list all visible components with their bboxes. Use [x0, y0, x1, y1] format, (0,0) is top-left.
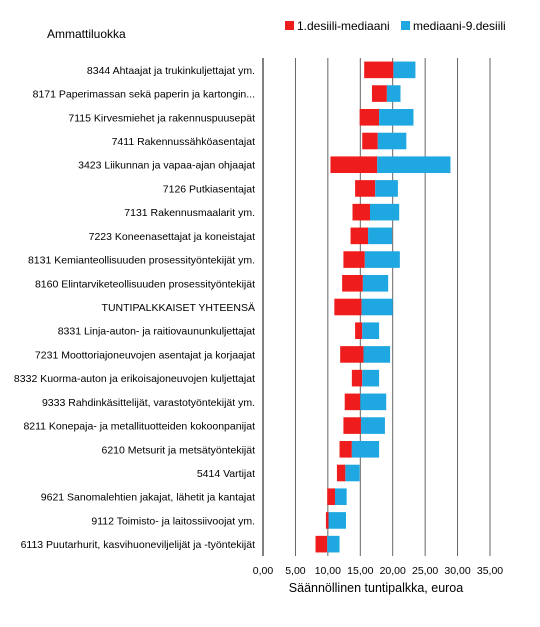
bar-segment-series-1 — [340, 346, 364, 363]
category-label: 9112 Toimisto- ja laitossiivoojat ym. — [91, 515, 255, 527]
category-label: 7231 Moottoriajoneuvojen asentajat ja ko… — [35, 349, 255, 361]
bar-segment-series-1 — [359, 108, 380, 126]
category-label: 8332 Kuorma-auton ja erikoisajoneuvojen … — [14, 373, 255, 385]
category-label: 7131 Rakennusmaalarit ym. — [124, 207, 255, 219]
category-label: 7115 Kirvesmiehet ja rakennuspuusepät — [68, 112, 255, 124]
bar-segment-series-1 — [364, 61, 394, 79]
bar-segment-series-1 — [315, 535, 328, 553]
bar-segment-series-1 — [350, 227, 369, 245]
bar-segment-series-1 — [343, 251, 365, 268]
category-labels: 8344 Ahtaajat ja trukinkuljettajat ym. 81… — [14, 65, 255, 551]
x-tick-label: 5,00 — [285, 565, 306, 577]
legend-swatch-series-1 — [285, 21, 294, 30]
legend-swatch-series-2 — [401, 21, 410, 30]
category-label: 3423 Liikunnan ja vapaa-ajan ohjaajat — [78, 160, 255, 172]
bar-segment-series-2 — [377, 156, 451, 174]
bar-segment-series-1 — [344, 393, 361, 411]
bar-segment-series-1 — [342, 274, 363, 292]
x-tick-label: 25,00 — [412, 565, 438, 577]
x-tick-label: 30,00 — [444, 565, 470, 577]
bar-segment-series-1 — [334, 298, 362, 316]
bar-segment-series-2 — [377, 132, 407, 150]
category-label: 9333 Rahdinkäsittelijät, varastotyönteki… — [42, 397, 255, 409]
category-label: 8344 Ahtaajat ja trukinkuljettajat ym. — [87, 65, 255, 77]
bar-segment-series-2 — [375, 180, 398, 197]
bar-segment-series-1 — [325, 512, 329, 529]
category-label: 7411 Rakennussähköasentajat — [112, 136, 255, 148]
bars — [315, 61, 451, 553]
bar-segment-series-1 — [339, 440, 352, 458]
bar-segment-series-1 — [355, 180, 376, 197]
bar-segment-series-2 — [362, 322, 380, 340]
bar-segment-series-2 — [370, 203, 400, 221]
category-label: 6113 Puutarhurit, kasvihuoneviljelijät j… — [21, 539, 256, 551]
category-label: 8160 Elintarviketeollisuuden prosessityö… — [35, 278, 255, 290]
category-label: 6210 Metsurit ja metsätyöntekijät — [102, 444, 256, 456]
x-axis-title: Säännöllinen tuntipalkka, euroa — [289, 581, 463, 595]
legend-label-series-2: mediaani-9.desiili — [413, 19, 506, 33]
bar-segment-series-1 — [327, 488, 335, 506]
x-tick-label: 0,00 — [253, 565, 274, 577]
bar-segment-series-1 — [371, 85, 387, 102]
bar-segment-series-1 — [330, 156, 378, 174]
bar-segment-series-1 — [343, 417, 361, 434]
bar-segment-series-2 — [362, 369, 380, 387]
x-tick-label: 35,00 — [477, 565, 503, 577]
legend: 1.desiili-mediaani mediaani-9.desiili — [285, 19, 506, 33]
bar-segment-series-1 — [352, 203, 371, 221]
bar-segment-series-2 — [379, 108, 414, 126]
x-axis-tick-labels: 0,00 5,00 10,00 15,00 20,00 25,00 30,00 35,00 — [253, 565, 504, 577]
bar-segment-series-2 — [360, 393, 387, 411]
category-label: 5414 Vartijat — [197, 468, 255, 480]
bar-segment-series-2 — [351, 440, 380, 458]
category-label: 8211 Konepaja- ja metallituotteiden koko… — [23, 421, 255, 433]
bar-segment-series-1 — [362, 132, 378, 150]
category-label: 8171 Paperimassan sekä paperin ja karton… — [33, 89, 255, 101]
bar-segment-series-1 — [336, 464, 346, 482]
category-label: 9621 Sanomalehtien jakajat, lähetit ja k… — [41, 492, 255, 504]
category-axis-heading: Ammattiluokka — [47, 27, 126, 41]
category-label: 7223 Koneenasettajat ja koneistajat — [89, 231, 255, 243]
bar-segment-series-2 — [327, 535, 340, 553]
category-label: 8131 Kemianteollisuuden prosessityönteki… — [28, 255, 255, 267]
category-label: 8331 Linja-auton- ja raitiovaununkuljett… — [58, 326, 255, 338]
bar-segment-series-2 — [334, 488, 347, 506]
bar-segment-series-2 — [393, 61, 416, 79]
bar-segment-series-2 — [368, 227, 393, 245]
legend-label-series-1: 1.desiili-mediaani — [297, 19, 390, 33]
bar-segment-series-1 — [351, 369, 363, 387]
category-label: TUNTIPALKKAISET YHTEENSÄ — [102, 302, 255, 314]
x-tick-label: 20,00 — [380, 565, 406, 577]
bar-segment-series-2 — [360, 417, 385, 434]
bar-segment-series-2 — [362, 274, 389, 292]
bar-segment-series-2 — [363, 346, 391, 363]
bar-segment-series-2 — [361, 298, 393, 316]
bar-segment-series-1 — [355, 322, 363, 340]
category-label: 7126 Putkiasentajat — [163, 183, 255, 195]
bar-segment-series-2 — [328, 512, 347, 529]
bar-segment-series-2 — [364, 251, 400, 268]
bar-segment-series-2 — [386, 85, 401, 102]
x-tick-label: 10,00 — [315, 565, 341, 577]
x-tick-label: 15,00 — [347, 565, 373, 577]
bar-segment-series-2 — [345, 464, 360, 482]
